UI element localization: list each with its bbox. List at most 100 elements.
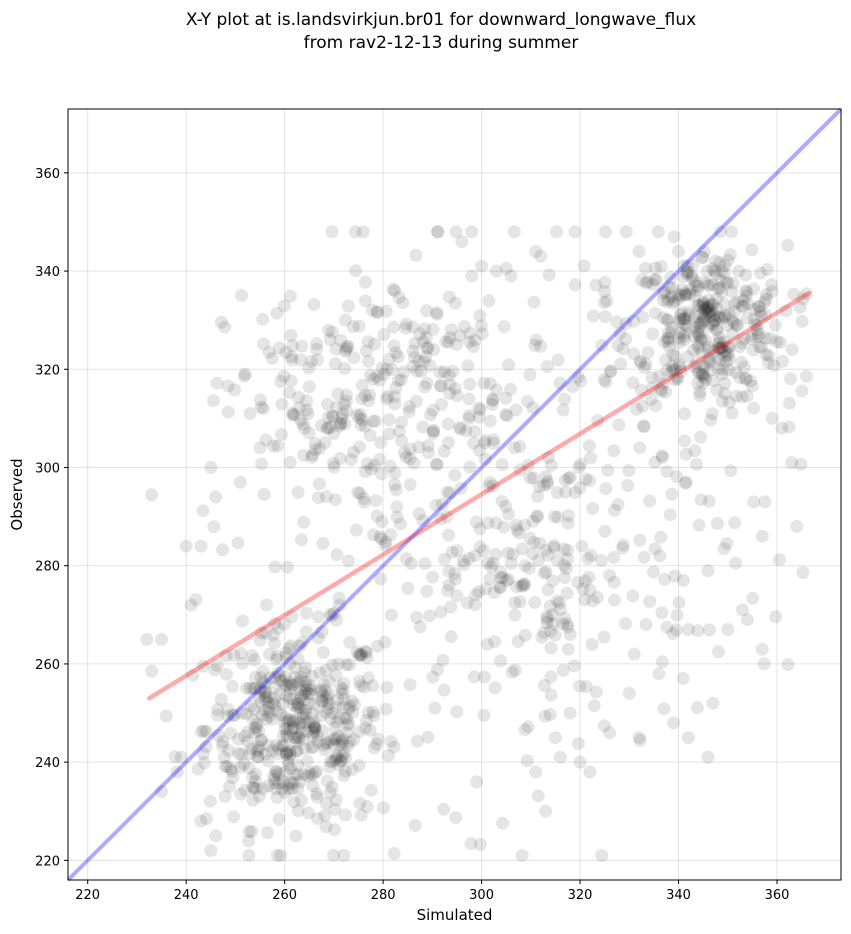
x-tick-label: 340 [666, 888, 691, 903]
scatter-point [408, 350, 421, 364]
scatter-point [221, 709, 235, 723]
scatter-point [688, 320, 702, 334]
scatter-point [236, 656, 250, 670]
scatter-point [280, 727, 294, 741]
scatter-point [316, 537, 330, 550]
scatter-point [613, 326, 627, 340]
scatter-point [293, 775, 307, 789]
scatter-point [343, 699, 357, 713]
scatter-point [529, 765, 543, 779]
scatter-point [435, 497, 449, 511]
scatter-point [277, 739, 291, 752]
scatter-point [284, 374, 298, 388]
scatter-point [216, 735, 230, 749]
scatter-point [726, 276, 740, 290]
scatter-point [296, 417, 310, 431]
scatter-point [561, 516, 575, 530]
scatter-point [384, 608, 398, 622]
scatter-point [533, 536, 547, 550]
scatter-point [711, 645, 725, 659]
scatter-point [313, 666, 327, 680]
scatter-point [279, 646, 293, 660]
scatter-point [729, 556, 743, 570]
scatter-point [747, 312, 761, 326]
scatter-point [637, 420, 651, 434]
scatter-point [632, 731, 646, 745]
scatter-point [450, 705, 464, 719]
scatter-point [352, 725, 366, 739]
scatter-point [279, 748, 293, 761]
scatter-point [655, 450, 669, 464]
scatter-point [320, 690, 334, 704]
scatter-point [687, 329, 701, 343]
scatter-point [333, 416, 347, 430]
scatter-point [723, 248, 737, 262]
scatter-point [324, 420, 337, 434]
scatter-point [657, 702, 671, 716]
scatter-point [399, 552, 413, 566]
scatter-point [673, 308, 687, 322]
scatter-point [706, 297, 720, 311]
scatter-point [368, 458, 381, 472]
scatter-point [691, 364, 705, 378]
scatter-point [690, 357, 704, 370]
scatter-point [318, 684, 332, 698]
scatter-point [278, 722, 292, 736]
scatter-point [359, 344, 373, 358]
scatter-point [338, 361, 351, 375]
scatter-point [344, 453, 358, 467]
scatter-point [542, 450, 555, 464]
scatter-point [325, 409, 339, 423]
scatter-point [362, 394, 375, 408]
scatter-point [633, 441, 647, 455]
scatter-point [184, 598, 198, 612]
scatter-point [285, 782, 299, 796]
scatter-point [656, 286, 670, 300]
scatter-point [616, 538, 630, 552]
scatter-point [209, 829, 223, 843]
scatter-point [691, 624, 705, 638]
scatter-point [462, 551, 476, 565]
scatter-point [280, 678, 294, 692]
scatter-point [510, 523, 524, 537]
scatter-point [668, 362, 682, 376]
scatter-point [214, 315, 228, 329]
scatter-point [218, 759, 232, 773]
scatter-point [739, 289, 753, 303]
scatter-point [539, 565, 553, 579]
x-tick-label: 300 [469, 888, 494, 903]
scatter-point [402, 405, 416, 419]
scatter-point [323, 760, 337, 774]
scatter-point [702, 306, 715, 320]
scatter-point [733, 340, 747, 354]
scatter-point [246, 770, 260, 784]
scatter-point [691, 316, 705, 330]
scatter-point [308, 436, 322, 450]
scatter-point [199, 725, 213, 738]
scatter-point [655, 449, 669, 463]
scatter-point [566, 380, 580, 394]
scatter-point [747, 401, 761, 415]
scatter-point [290, 714, 303, 728]
scatter-point [426, 424, 440, 438]
scatter-point [335, 411, 349, 425]
scatter-point [374, 467, 388, 481]
scatter-point [291, 782, 305, 796]
scatter-point [291, 767, 305, 781]
scatter-point [443, 486, 457, 500]
scatter-point [298, 716, 312, 729]
scatter-point [261, 826, 274, 840]
scatter-point [336, 738, 350, 752]
scatter-point [366, 705, 380, 719]
scatter-point [741, 613, 754, 627]
scatter-point [779, 304, 793, 318]
scatter-point [279, 650, 293, 664]
scatter-point [483, 572, 497, 586]
scatter-point [265, 744, 279, 758]
scatter-point [259, 713, 273, 726]
scatter-point [271, 439, 285, 453]
scatter-point [215, 739, 229, 753]
scatter-point [242, 825, 256, 838]
scatter-point [233, 475, 247, 489]
scatter-point [245, 825, 259, 838]
